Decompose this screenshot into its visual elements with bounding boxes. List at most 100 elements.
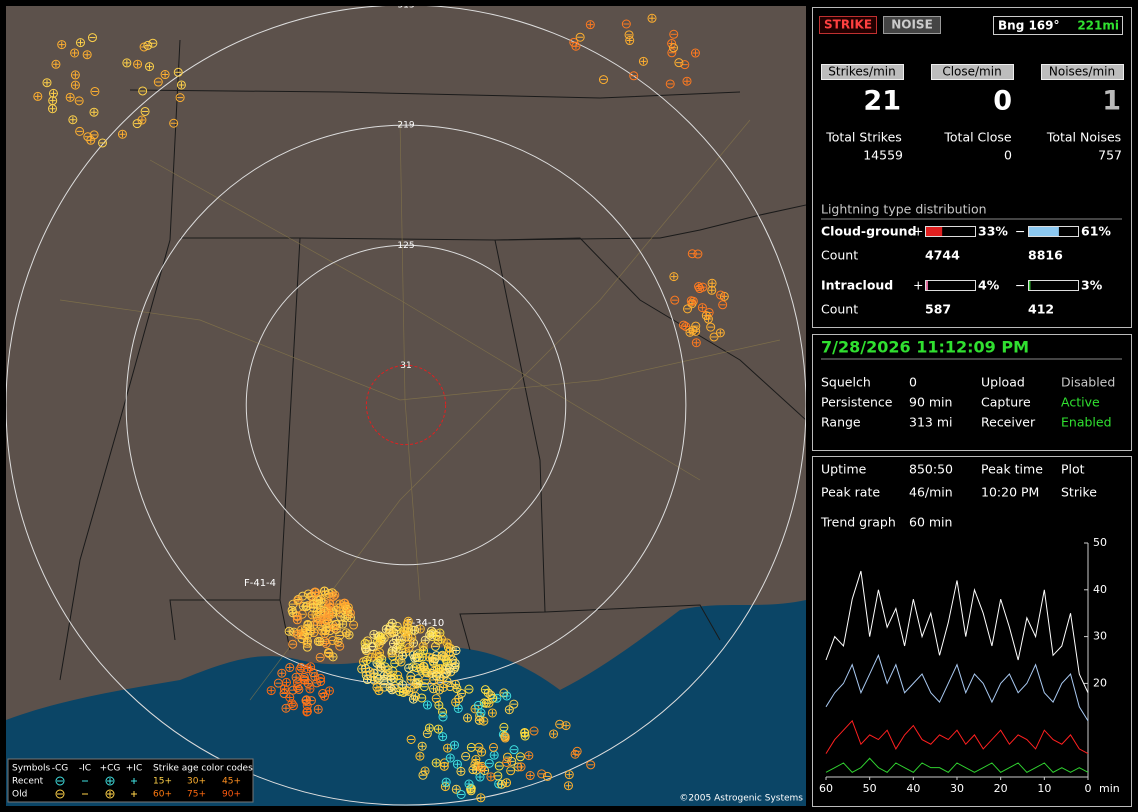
strike-ring (438, 707, 448, 717)
legend-age: 30+ (187, 777, 206, 787)
strike-ring (296, 662, 306, 672)
strike-sign (403, 687, 410, 694)
count-label: Count (821, 248, 858, 263)
legend-label: +CG (100, 764, 121, 774)
strike-ring (719, 291, 729, 301)
strike-sign (436, 665, 443, 672)
strike-ring (418, 661, 428, 671)
strike-symbol (385, 628, 395, 638)
strike-sign (341, 614, 348, 621)
strike-symbol (670, 295, 680, 305)
x-tick-label: 40 (906, 782, 920, 795)
strike-ring (451, 784, 461, 794)
strike-symbol (667, 48, 677, 58)
strike-ring (691, 326, 701, 336)
strike-ring (691, 338, 701, 348)
strike-symbol (434, 664, 444, 674)
strike-ring (98, 138, 108, 148)
strike-ring (417, 741, 427, 751)
strike-sign (178, 81, 185, 88)
strike-ring (499, 722, 509, 732)
strike-symbol (33, 91, 43, 101)
total-label: Total Strikes (825, 130, 902, 145)
strike-symbol (414, 653, 424, 663)
strike-ring (173, 67, 183, 77)
strike-ring (561, 721, 571, 731)
strike-ring (687, 249, 697, 259)
strike-ring (33, 91, 43, 101)
noise-button[interactable] (883, 16, 941, 34)
strike-symbol (308, 603, 318, 613)
strike-symbol (479, 716, 489, 726)
strike-ring (335, 641, 345, 651)
strike-sign (452, 681, 459, 688)
strike-ring (669, 29, 679, 39)
strike-symbol (718, 300, 728, 310)
sign: − (1015, 224, 1025, 239)
strike-ring (715, 328, 725, 338)
rate-value: 1 (1102, 86, 1121, 117)
strike-symbol (360, 638, 370, 648)
strike-sign (376, 641, 383, 648)
stat-value: 10:20 PM (981, 485, 1039, 500)
strike-ring (474, 715, 484, 725)
strike-sign (389, 686, 396, 693)
strike-sign (481, 699, 488, 706)
strike-symbol (488, 742, 498, 752)
strike-symbol (387, 618, 397, 628)
strike-symbol (715, 328, 725, 338)
strike-ring (307, 610, 317, 620)
strike-symbol (279, 689, 289, 699)
strike-symbol (575, 32, 585, 42)
strike-sign (34, 93, 41, 100)
strike-ring (461, 751, 471, 761)
strike-ring (486, 690, 496, 700)
strike-symbol (638, 56, 648, 66)
strike-ring (433, 724, 443, 734)
bar (1029, 281, 1031, 290)
strike-symbol (452, 759, 462, 769)
strike-button[interactable] (819, 16, 877, 34)
strike-symbol (442, 638, 452, 648)
strike-ring (379, 676, 389, 686)
strike-symbol (434, 685, 444, 695)
strike-symbol (285, 692, 295, 702)
bar (926, 281, 928, 290)
strike-symbol (331, 624, 341, 634)
noise-button-label[interactable]: NOISE (891, 18, 933, 32)
strike-symbol (394, 655, 404, 665)
strike-symbol (674, 58, 684, 68)
strike-button-label[interactable]: STRIKE (824, 18, 872, 32)
strike-symbol (409, 683, 419, 693)
strike-sign (473, 767, 480, 774)
strike-ring (674, 58, 684, 68)
strike-sign (91, 109, 98, 116)
strike-ring (406, 671, 416, 681)
strike-sign (649, 15, 656, 22)
strike-symbol (74, 96, 84, 106)
roads (59, 119, 781, 701)
type-name: Intracloud (821, 278, 893, 293)
strike-ring (48, 104, 58, 114)
strike-sign (50, 90, 57, 97)
strike-symbol (451, 697, 461, 707)
strike-sign (49, 105, 56, 112)
strike-sign (429, 654, 436, 661)
strike-ring (669, 43, 679, 53)
strike-symbol (319, 586, 329, 596)
strike-symbol (379, 676, 389, 686)
storm-label: F-41-4 (244, 578, 276, 589)
strike-ring (87, 33, 97, 43)
storm-label: F-34-10 (406, 618, 444, 629)
legend-age: 60+ (153, 790, 172, 800)
strike-symbol (475, 772, 485, 782)
strike-ring (386, 675, 396, 685)
strike-symbol (429, 684, 439, 694)
strike-symbol (464, 684, 474, 694)
strike-ring (65, 92, 75, 102)
strike-ring (321, 626, 331, 636)
strike-ring (502, 691, 512, 701)
strike-symbol (65, 92, 75, 102)
strike-sign (489, 709, 496, 716)
strike-ring (421, 666, 431, 676)
